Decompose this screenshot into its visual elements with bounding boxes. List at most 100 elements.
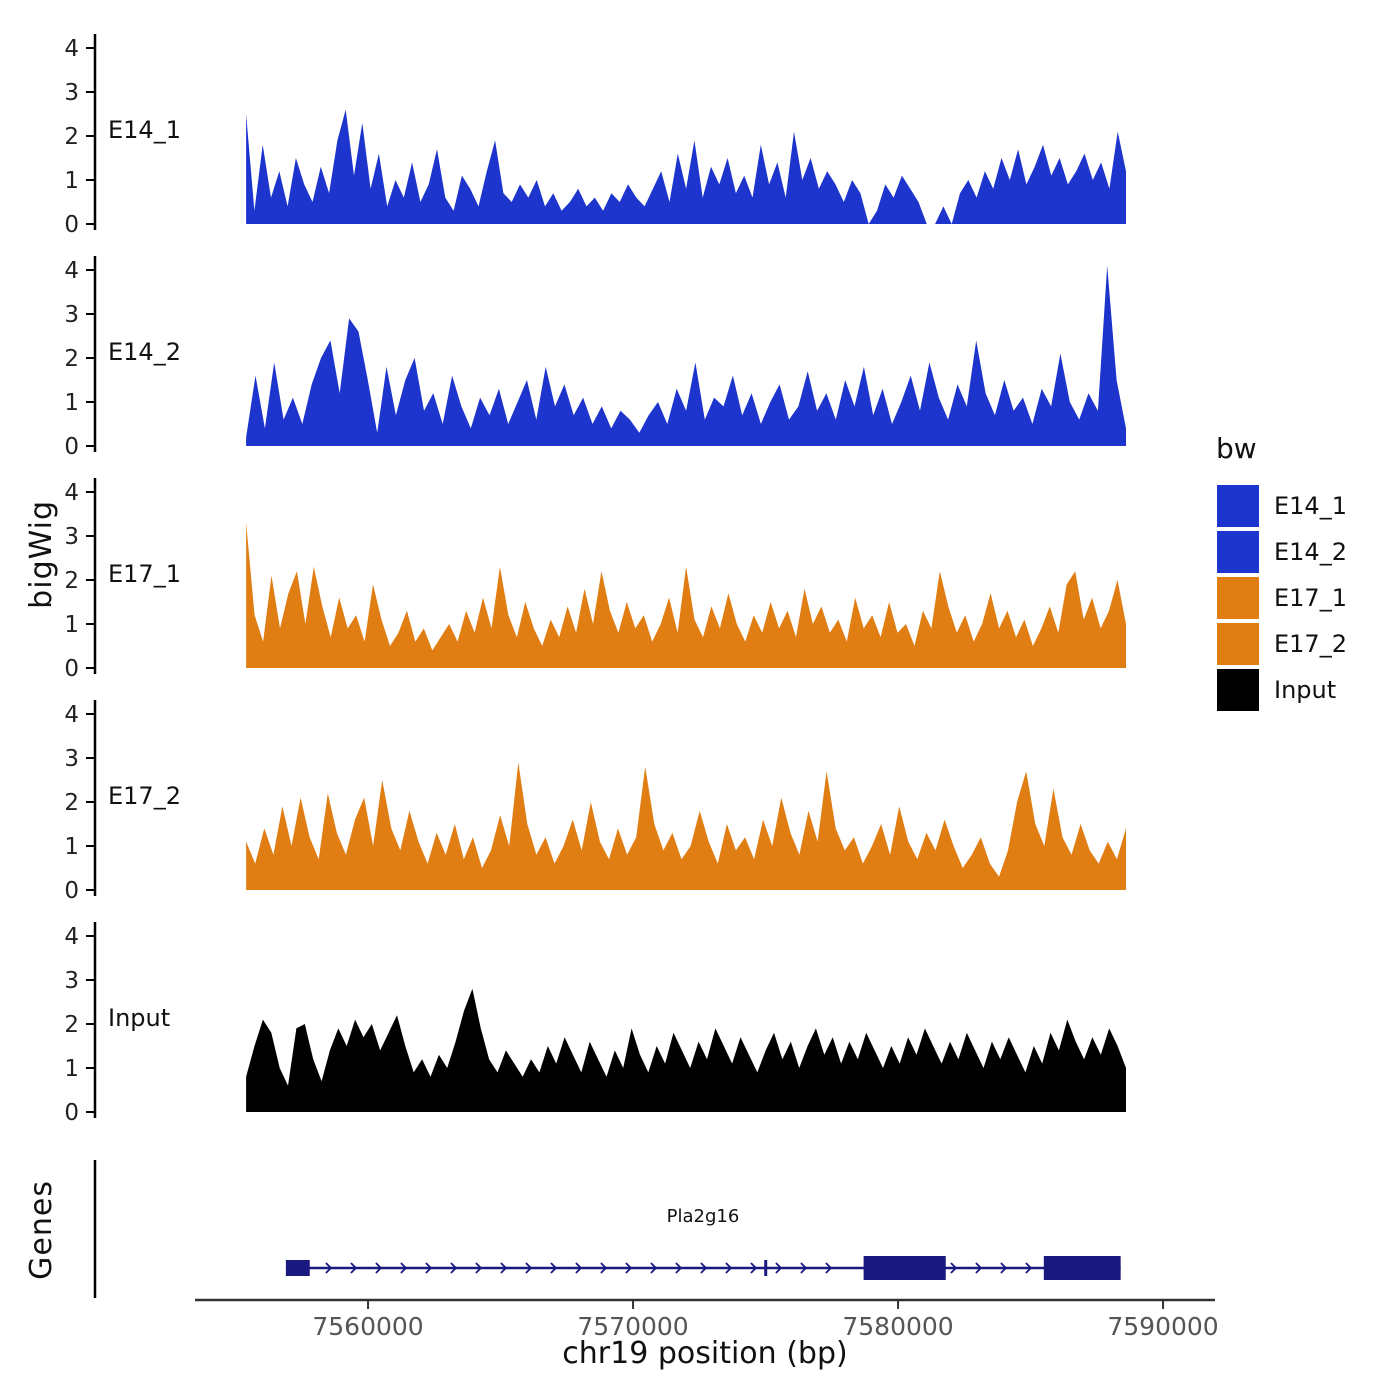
strand-arrow-icon [550, 1262, 558, 1274]
strand-arrow-icon [450, 1262, 458, 1274]
legend-swatch-icon [1216, 576, 1260, 620]
gene-exon [1043, 1256, 1121, 1280]
gene-model-track [93, 1160, 1121, 1298]
strand-arrow-icon [1000, 1262, 1008, 1274]
y-tick-label: 4 [64, 480, 79, 506]
y-tick-label: 3 [64, 968, 79, 994]
strand-arrow-icon [750, 1262, 758, 1274]
gene-name-label: Pla2g16 [666, 1206, 740, 1227]
strand-arrow-icon [425, 1262, 433, 1274]
legend-entry-Input: Input [1216, 667, 1400, 713]
y-tick-label: 1 [64, 390, 79, 416]
legend-entry-E14_1: E14_1 [1216, 483, 1400, 529]
y-tick-label: 2 [64, 568, 79, 594]
y-tick-label: 0 [64, 878, 79, 904]
y-tick-label: 1 [64, 1056, 79, 1082]
y-tick-label: 1 [64, 612, 79, 638]
strand-arrow-icon [600, 1262, 608, 1274]
track-area-chart-E17_1: 0 1 2 3 4 [64, 478, 1127, 682]
strand-arrow-icon [1025, 1262, 1033, 1274]
y-tick-label: 2 [64, 346, 79, 372]
y-tick-label: 2 [64, 124, 79, 150]
track-label-E17_2: E17_2 [108, 782, 181, 810]
y-tick-label: 1 [64, 168, 79, 194]
coverage-signal-Input [246, 988, 1127, 1112]
legend-swatch-icon [1216, 530, 1260, 574]
y-tick-label: 0 [64, 434, 79, 460]
legend-swatch-icon [1216, 484, 1260, 528]
strand-arrow-icon [725, 1262, 733, 1274]
coverage-signal-E17_1 [246, 522, 1127, 668]
track-label-Input: Input [108, 1004, 171, 1032]
gene-exon [285, 1260, 310, 1276]
legend-entry-E14_2: E14_2 [1216, 529, 1400, 575]
strand-arrow-icon [375, 1262, 383, 1274]
y-tick-label: 3 [64, 302, 79, 328]
y-tick-label: 4 [64, 702, 79, 728]
y-tick-label: 0 [64, 212, 79, 238]
strand-arrow-icon [650, 1262, 658, 1274]
x-tick-label: 7560000 [312, 1312, 423, 1341]
y-tick-label: 3 [64, 80, 79, 106]
legend-entry-label: E17_2 [1274, 630, 1347, 658]
legend-entry-label: E14_2 [1274, 538, 1347, 566]
strand-arrow-icon [500, 1262, 508, 1274]
strand-arrow-icon [350, 1262, 358, 1274]
legend-swatch-icon [1216, 622, 1260, 666]
y-tick-label: 2 [64, 1012, 79, 1038]
strand-arrow-icon [825, 1262, 833, 1274]
legend-entry-E17_2: E17_2 [1216, 621, 1400, 667]
legend-entry-label: E17_1 [1274, 584, 1347, 612]
track-area-chart-Input: 0 1 2 3 4 [64, 922, 1127, 1126]
track-panel-E14_2: 0 1 2 3 4 E14_2 [0, 252, 1400, 460]
legend-entry-label: E14_1 [1274, 492, 1347, 520]
track-panel-E17_2: 0 1 2 3 4 E17_2 [0, 696, 1400, 904]
legend-title: bw [1216, 432, 1257, 465]
y-tick-label: 4 [64, 36, 79, 62]
track-area-chart-E14_2: 0 1 2 3 4 [64, 256, 1127, 460]
track-area-chart-E14_1: 0 1 2 3 4 [64, 34, 1127, 238]
strand-arrow-icon [700, 1262, 708, 1274]
track-panel-E17_1: 0 1 2 3 4 E17_1 [0, 474, 1400, 682]
y-tick-label: 0 [64, 1100, 79, 1126]
x-tick-label: 7570000 [577, 1312, 688, 1341]
y-tick-label: 0 [64, 656, 79, 682]
legend: bw E14_1 E14_2 E17_1 E17_2 Input [1216, 432, 1400, 713]
legend-entry-E17_1: E17_1 [1216, 575, 1400, 621]
y-tick-label: 3 [64, 746, 79, 772]
strand-arrow-icon [625, 1262, 633, 1274]
legend-swatch-icon [1216, 668, 1260, 712]
x-tick-label: 7580000 [842, 1312, 953, 1341]
coverage-signal-E17_2 [246, 762, 1127, 890]
track-panel-Input: 0 1 2 3 4 Input [0, 918, 1400, 1126]
strand-arrow-icon [300, 1262, 308, 1274]
strand-arrow-icon [475, 1262, 483, 1274]
strand-arrow-icon [325, 1262, 333, 1274]
coverage-signal-E14_2 [246, 265, 1127, 446]
track-panel-E14_1: 0 1 2 3 4 E14_1 [0, 30, 1400, 238]
strand-arrow-icon [525, 1262, 533, 1274]
y-tick-label: 2 [64, 790, 79, 816]
strand-arrow-icon [675, 1262, 683, 1274]
x-axis-title: chr19 position (bp) [562, 1336, 848, 1371]
x-axis: 7560000 7570000 7580000 7590000 [195, 1298, 1219, 1341]
track-label-E14_1: E14_1 [108, 116, 181, 144]
strand-arrow-icon [575, 1262, 583, 1274]
y-tick-label: 1 [64, 834, 79, 860]
y-tick-label: 4 [64, 258, 79, 284]
track-label-E17_1: E17_1 [108, 560, 181, 588]
coverage-signal-E14_1 [246, 109, 1127, 224]
track-area-chart-E17_2: 0 1 2 3 4 [64, 700, 1127, 904]
y-tick-label: 3 [64, 524, 79, 550]
strand-arrow-icon [950, 1262, 958, 1274]
gene-exon [863, 1256, 946, 1280]
strand-arrow-icon [400, 1262, 408, 1274]
strand-arrow-icon [775, 1262, 783, 1274]
strand-arrow-icon [800, 1262, 808, 1274]
track-label-E14_2: E14_2 [108, 338, 181, 366]
strand-arrow-icon [975, 1262, 983, 1274]
x-tick-label: 7590000 [1107, 1312, 1218, 1341]
legend-entries: E14_1 E14_2 E17_1 E17_2 Input [1216, 483, 1400, 713]
gene-exon [764, 1260, 768, 1276]
